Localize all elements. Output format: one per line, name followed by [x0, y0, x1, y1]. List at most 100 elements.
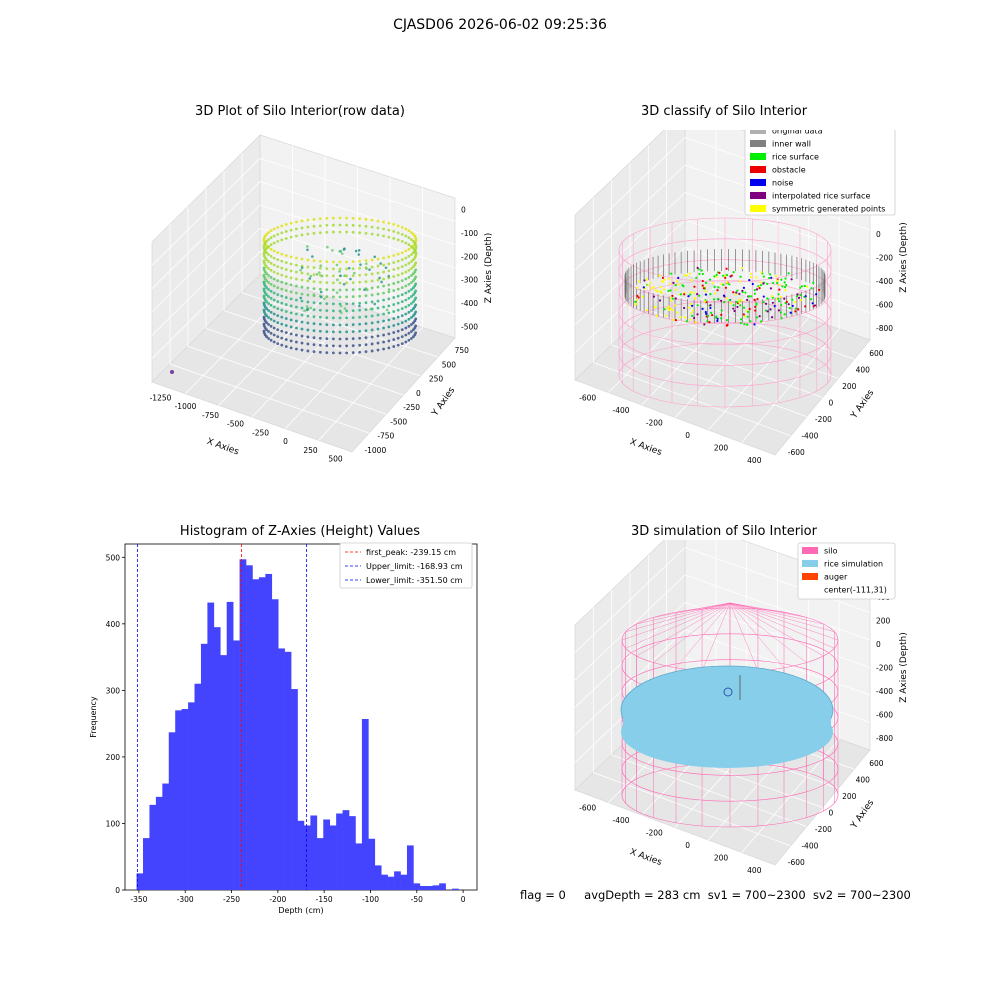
- raw-point: [300, 299, 304, 303]
- cls-legend-label: symmetric generated points: [772, 205, 885, 214]
- cls-point: [770, 316, 774, 319]
- raw-point: [407, 303, 411, 307]
- cls-point: [652, 295, 656, 298]
- raw-point: [400, 321, 404, 325]
- raw-axes-box: -1250-1000-750-500-2500250500-1000-750-5…: [150, 134, 494, 464]
- raw-point: [351, 216, 355, 220]
- raw-point: [318, 259, 322, 263]
- cls-point: [742, 306, 746, 309]
- raw-point: [345, 267, 349, 271]
- cls-point: [711, 282, 714, 285]
- cls-point: [736, 305, 739, 309]
- raw-point: [358, 280, 362, 284]
- raw-point: [382, 220, 385, 224]
- hist-bar: [233, 640, 240, 890]
- raw-point: [370, 321, 374, 325]
- raw-point: [364, 294, 368, 298]
- raw-point: [351, 288, 355, 292]
- cls-point: [690, 279, 693, 282]
- raw-point: [331, 274, 335, 278]
- figure-title: CJASD06 2026-06-02 09:25:36: [393, 17, 607, 33]
- raw-point: [269, 317, 273, 321]
- cls-point: [712, 298, 716, 301]
- cls-point: [777, 309, 781, 312]
- raw-point: [412, 251, 415, 255]
- cls-point: [705, 312, 708, 316]
- raw-point: [396, 294, 400, 298]
- raw-point: [404, 234, 408, 238]
- raw-point: [295, 263, 298, 267]
- raw-point: [289, 290, 293, 294]
- cls-point: [746, 298, 749, 302]
- raw-point: [284, 331, 288, 334]
- cls-point: [759, 320, 763, 323]
- raw-point: [306, 248, 309, 252]
- raw-grid-line: [151, 158, 261, 266]
- raw-point: [295, 298, 298, 302]
- hist-bar: [374, 865, 382, 890]
- raw-point: [412, 300, 415, 304]
- raw-point: [376, 327, 380, 331]
- raw-point: [331, 281, 335, 285]
- raw-point: [262, 287, 266, 291]
- cls-point: [656, 290, 659, 293]
- sim-roof-line: [729, 602, 835, 632]
- cls-point: [669, 307, 672, 310]
- raw-point: [262, 329, 266, 333]
- raw-point: [272, 234, 276, 238]
- cls-point: [709, 306, 712, 310]
- raw-point: [347, 266, 351, 270]
- raw-point: [338, 316, 342, 320]
- raw-point: [404, 263, 408, 267]
- hist-bar: [143, 838, 150, 890]
- cls-point: [693, 297, 696, 300]
- raw-point: [262, 308, 266, 312]
- raw-point: [351, 344, 355, 348]
- raw-point: [325, 302, 329, 306]
- cls-legend-swatch: [750, 140, 766, 147]
- raw-point: [338, 223, 342, 227]
- raw-point: [410, 267, 413, 270]
- sim-legend-swatch: [802, 573, 818, 580]
- raw-point: [404, 291, 408, 295]
- cls-point: [716, 289, 719, 292]
- raw-point: [276, 251, 280, 255]
- hist-bar: [303, 825, 311, 890]
- raw-point: [295, 305, 298, 309]
- raw-ztick-label: -200: [461, 252, 478, 261]
- sim-roof-line: [729, 602, 835, 649]
- raw-point: [280, 231, 284, 235]
- cls-point: [685, 320, 688, 323]
- cls-point: [783, 297, 786, 300]
- raw-point: [376, 271, 380, 275]
- hist-ytick-label: 100: [106, 819, 121, 828]
- raw-point: [345, 337, 349, 341]
- raw-point: [338, 288, 342, 292]
- cls-point: [638, 280, 641, 283]
- cls-ytick-label: -600: [788, 448, 805, 457]
- sim-roof-line: [653, 602, 731, 663]
- hist-legend-label: Lower_limit: -351.50 cm: [366, 576, 463, 585]
- cls-point: [685, 274, 689, 277]
- raw-point: [387, 318, 391, 322]
- cls-point: [660, 291, 663, 294]
- hist-bar: [387, 876, 395, 890]
- raw-point: [331, 288, 335, 292]
- raw-point: [396, 259, 400, 263]
- raw-xtick-label: -750: [202, 411, 219, 420]
- cls-point: [696, 293, 699, 296]
- raw-point: [318, 287, 322, 291]
- cls-point: [748, 295, 751, 298]
- cls-point: [709, 293, 712, 296]
- raw-point: [407, 289, 411, 293]
- cls-point: [762, 282, 765, 285]
- raw-point: [387, 255, 391, 259]
- raw-point: [364, 343, 368, 347]
- raw-point: [407, 229, 411, 233]
- raw-point: [284, 237, 288, 240]
- raw-point: [312, 287, 316, 291]
- raw-point: [300, 285, 304, 289]
- cls-point: [778, 288, 781, 291]
- raw-point: [325, 281, 329, 285]
- raw-point: [414, 250, 418, 254]
